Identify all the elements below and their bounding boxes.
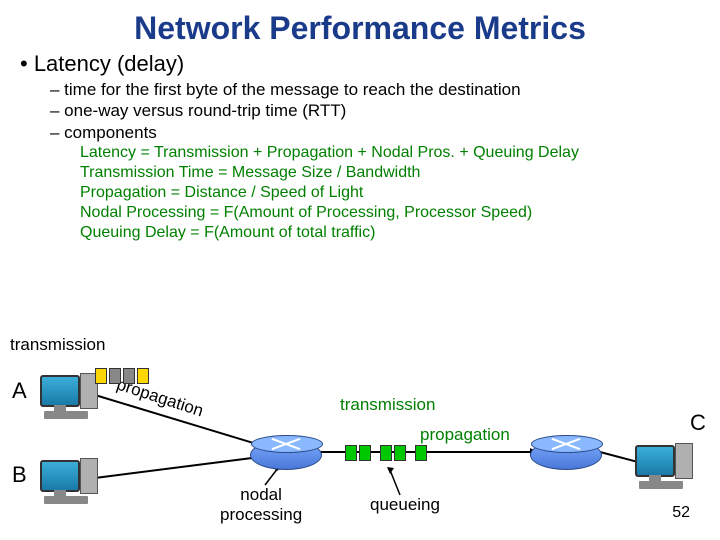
router-1	[250, 440, 322, 470]
packets-midlink-2	[380, 445, 406, 461]
computer-C	[635, 445, 675, 477]
computer-A	[40, 375, 80, 407]
router-2	[530, 440, 602, 470]
computer-B	[40, 460, 80, 492]
packets-midlink-1	[345, 445, 371, 461]
packets-at-A	[95, 368, 149, 384]
packets-midlink-3	[415, 445, 427, 461]
